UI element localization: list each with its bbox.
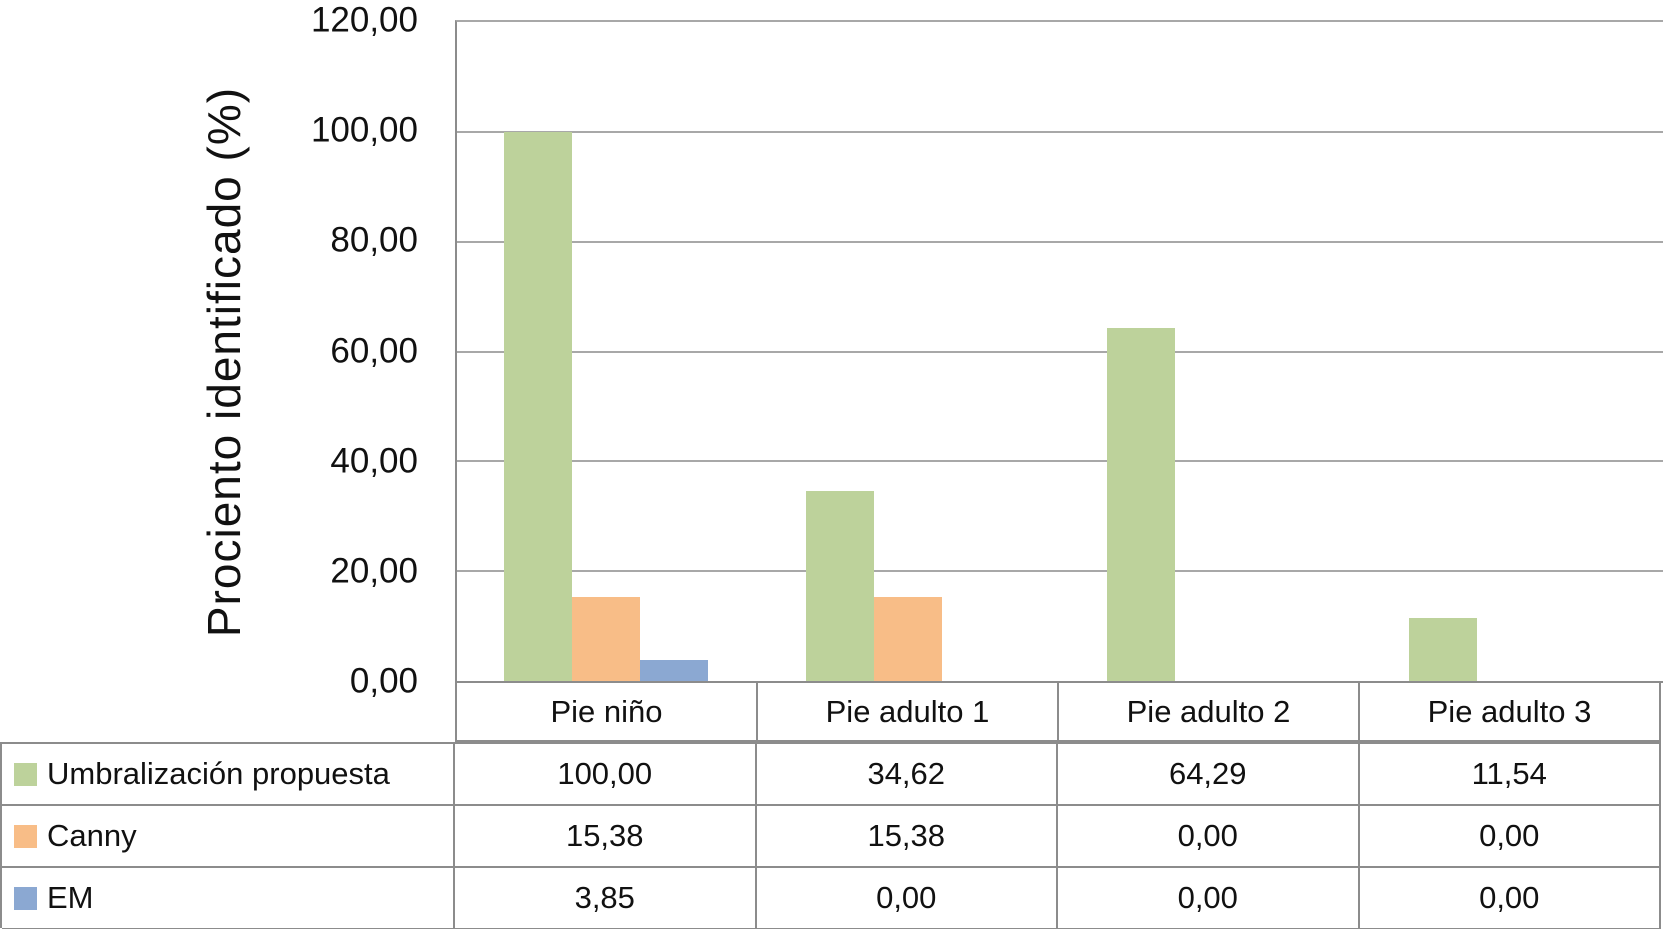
category-header-cell: Pie adulto 2 — [1059, 683, 1360, 740]
plot-area — [455, 20, 1663, 683]
legend-column: Umbralización propuesta Canny EM — [0, 742, 455, 929]
y-tick-label: 60,00 — [330, 331, 418, 370]
gridline — [457, 570, 1663, 573]
legend-label: EM — [47, 880, 94, 915]
legend-label: Umbralización propuesta — [47, 756, 390, 791]
category-header-cell: Pie adulto 3 — [1360, 683, 1661, 740]
category-header-cell: Pie adulto 1 — [758, 683, 1059, 740]
category-header-cell: Pie niño — [457, 683, 758, 740]
gridline — [457, 460, 1663, 463]
y-tick-label: 20,00 — [330, 551, 418, 591]
table-value-cell: 0,00 — [756, 868, 1058, 929]
bar-umbralización-propuesta — [504, 131, 573, 681]
bar-umbralización-propuesta — [805, 490, 874, 681]
legend-row: EM — [2, 868, 455, 929]
bar-umbralización-propuesta — [1107, 327, 1176, 681]
table-value-cell: 15,38 — [756, 806, 1058, 868]
data-table-values: 100,00 34,62 64,29 11,54 15,38 15,38 0,00 0,00 3… — [455, 742, 1661, 929]
legend-swatch-icon — [14, 886, 37, 910]
table-value-row: 3,85 0,00 0,00 0,00 — [455, 868, 1661, 929]
table-value-cell: 15,38 — [455, 806, 757, 868]
bar-umbralización-propuesta — [1408, 617, 1477, 681]
table-value-cell: 34,62 — [756, 744, 1058, 806]
y-tick-label: 0,00 — [349, 661, 418, 701]
y-axis-tick-labels: 0,00 20,00 40,00 60,00 80,00 100,00 120,00 — [0, 3, 418, 699]
table-value-cell: 0,00 — [1058, 868, 1360, 929]
gridline — [457, 350, 1663, 353]
legend-row: Canny — [2, 806, 455, 868]
table-value-cell: 0,00 — [1058, 806, 1360, 868]
bar-canny — [873, 596, 942, 681]
category-header-row: Pie niño Pie adulto 1 Pie adulto 2 Pie adul… — [455, 683, 1661, 742]
table-value-cell: 100,00 — [455, 744, 757, 806]
table-value-cell: 3,85 — [455, 868, 757, 929]
y-tick-label: 100,00 — [310, 110, 418, 150]
y-tick-label: 80,00 — [330, 220, 418, 260]
bar-em — [640, 659, 709, 681]
legend-swatch-icon — [14, 824, 37, 848]
table-value-row: 15,38 15,38 0,00 0,00 — [455, 806, 1661, 868]
legend-swatch-icon — [14, 762, 37, 786]
y-tick-label: 120,00 — [310, 0, 418, 40]
table-value-cell: 0,00 — [1359, 806, 1661, 868]
y-tick-label: 40,00 — [330, 441, 418, 481]
table-value-cell: 11,54 — [1359, 744, 1661, 806]
legend-row: Umbralización propuesta — [2, 744, 455, 806]
gridline — [457, 240, 1663, 243]
table-value-row: 100,00 34,62 64,29 11,54 — [455, 744, 1661, 806]
bar-canny — [572, 596, 641, 681]
table-value-cell: 0,00 — [1359, 868, 1661, 929]
gridline — [457, 130, 1663, 133]
table-value-cell: 64,29 — [1058, 744, 1360, 806]
legend-label: Canny — [47, 818, 137, 853]
